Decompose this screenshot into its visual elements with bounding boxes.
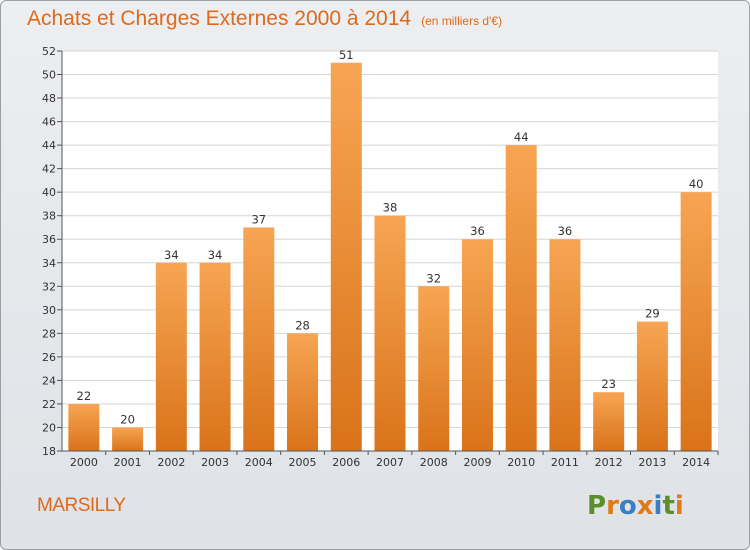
bar-2009 [461,239,493,451]
bar-2014 [680,192,712,452]
x-axis-ticks: 2000 2001 2002 2003 2004 2005 2006 2007 2008 2009… [70,451,719,469]
y-tick-label: 40 [42,186,56,199]
x-tick-label: 2010 [507,456,535,469]
x-tick-label: 2009 [463,456,491,469]
x-tick-label: 2014 [682,456,710,469]
bar-2007 [374,215,406,451]
data-label-2004: 37 [251,212,266,226]
logo-letter: i [653,491,663,521]
data-label-2009: 36 [470,224,485,238]
bar-2005 [287,333,319,451]
y-tick-label: 36 [42,233,56,246]
logo-letter: r [606,491,619,521]
data-label-2005: 28 [295,318,310,332]
bar-2012 [593,392,625,451]
proxiti-logo: Proxiti [587,491,684,521]
data-label-2003: 34 [208,248,223,262]
logo-letter: x [636,491,654,521]
bar-2003 [199,262,231,451]
x-tick-label: 2013 [638,456,666,469]
data-label-2002: 34 [164,248,179,262]
data-label-2000: 22 [77,389,92,403]
bar-2011 [549,239,581,451]
x-tick-label: 2007 [376,456,404,469]
y-axis-ticks: 18 20 22 24 26 28 30 32 34 36 38 40 42 44 46 48 50 52 [42,45,62,458]
bar-2008 [418,286,450,451]
logo-letter: t [662,491,675,521]
title-text: Achats et Charges Externes 2000 à 2014 [27,7,412,30]
y-tick-label: 32 [42,280,56,293]
data-label-2008: 32 [426,271,441,285]
x-tick-label: 2006 [332,456,360,469]
x-tick-label: 2011 [551,456,579,469]
logo-letter: o [618,491,637,521]
data-label-2011: 36 [558,224,573,238]
data-label-2013: 29 [645,307,660,321]
bar-2010 [505,145,537,451]
x-tick-label: 2003 [201,456,229,469]
bar-2001 [112,427,144,451]
y-tick-label: 52 [42,45,56,58]
y-tick-label: 46 [42,116,56,129]
y-tick-label: 42 [42,163,56,176]
x-tick-label: 2004 [245,456,273,469]
y-tick-label: 38 [42,210,56,223]
data-label-2001: 20 [120,412,135,426]
y-tick-label: 22 [42,398,56,411]
bar-2002 [155,262,187,451]
y-tick-label: 50 [42,69,56,82]
chart-title: Achats et Charges Externes 2000 à 2014 (e… [27,7,502,31]
data-label-2012: 23 [601,377,616,391]
x-tick-label: 2005 [289,456,317,469]
bars [68,62,712,452]
data-labels: 22 20 34 34 37 28 51 38 32 36 44 36 23 29 40 [77,48,704,427]
data-label-2007: 38 [383,201,398,215]
logo-letter: P [587,491,607,521]
y-tick-label: 44 [42,139,56,152]
x-tick-label: 2000 [70,456,98,469]
data-label-2010: 44 [514,130,529,144]
data-label-2014: 40 [689,177,704,191]
y-tick-label: 26 [42,351,56,364]
data-label-2006: 51 [339,48,354,62]
chart-subtitle: (en milliers d'€) [421,14,503,28]
bar-2004 [243,227,275,451]
bar-2000 [68,403,100,451]
x-tick-label: 2001 [114,456,142,469]
y-tick-label: 20 [42,421,56,434]
y-tick-label: 48 [42,92,56,105]
logo-letter: i [674,491,684,521]
bar-2006 [330,62,362,451]
x-tick-label: 2012 [595,456,623,469]
y-tick-label: 30 [42,304,56,317]
y-tick-label: 34 [42,257,56,270]
y-tick-label: 24 [42,374,56,387]
y-tick-label: 28 [42,327,56,340]
commune-name: MARSILLY [37,495,126,516]
y-tick-label: 18 [42,445,56,458]
bar-2013 [636,321,668,451]
x-tick-label: 2002 [157,456,185,469]
x-tick-label: 2008 [420,456,448,469]
